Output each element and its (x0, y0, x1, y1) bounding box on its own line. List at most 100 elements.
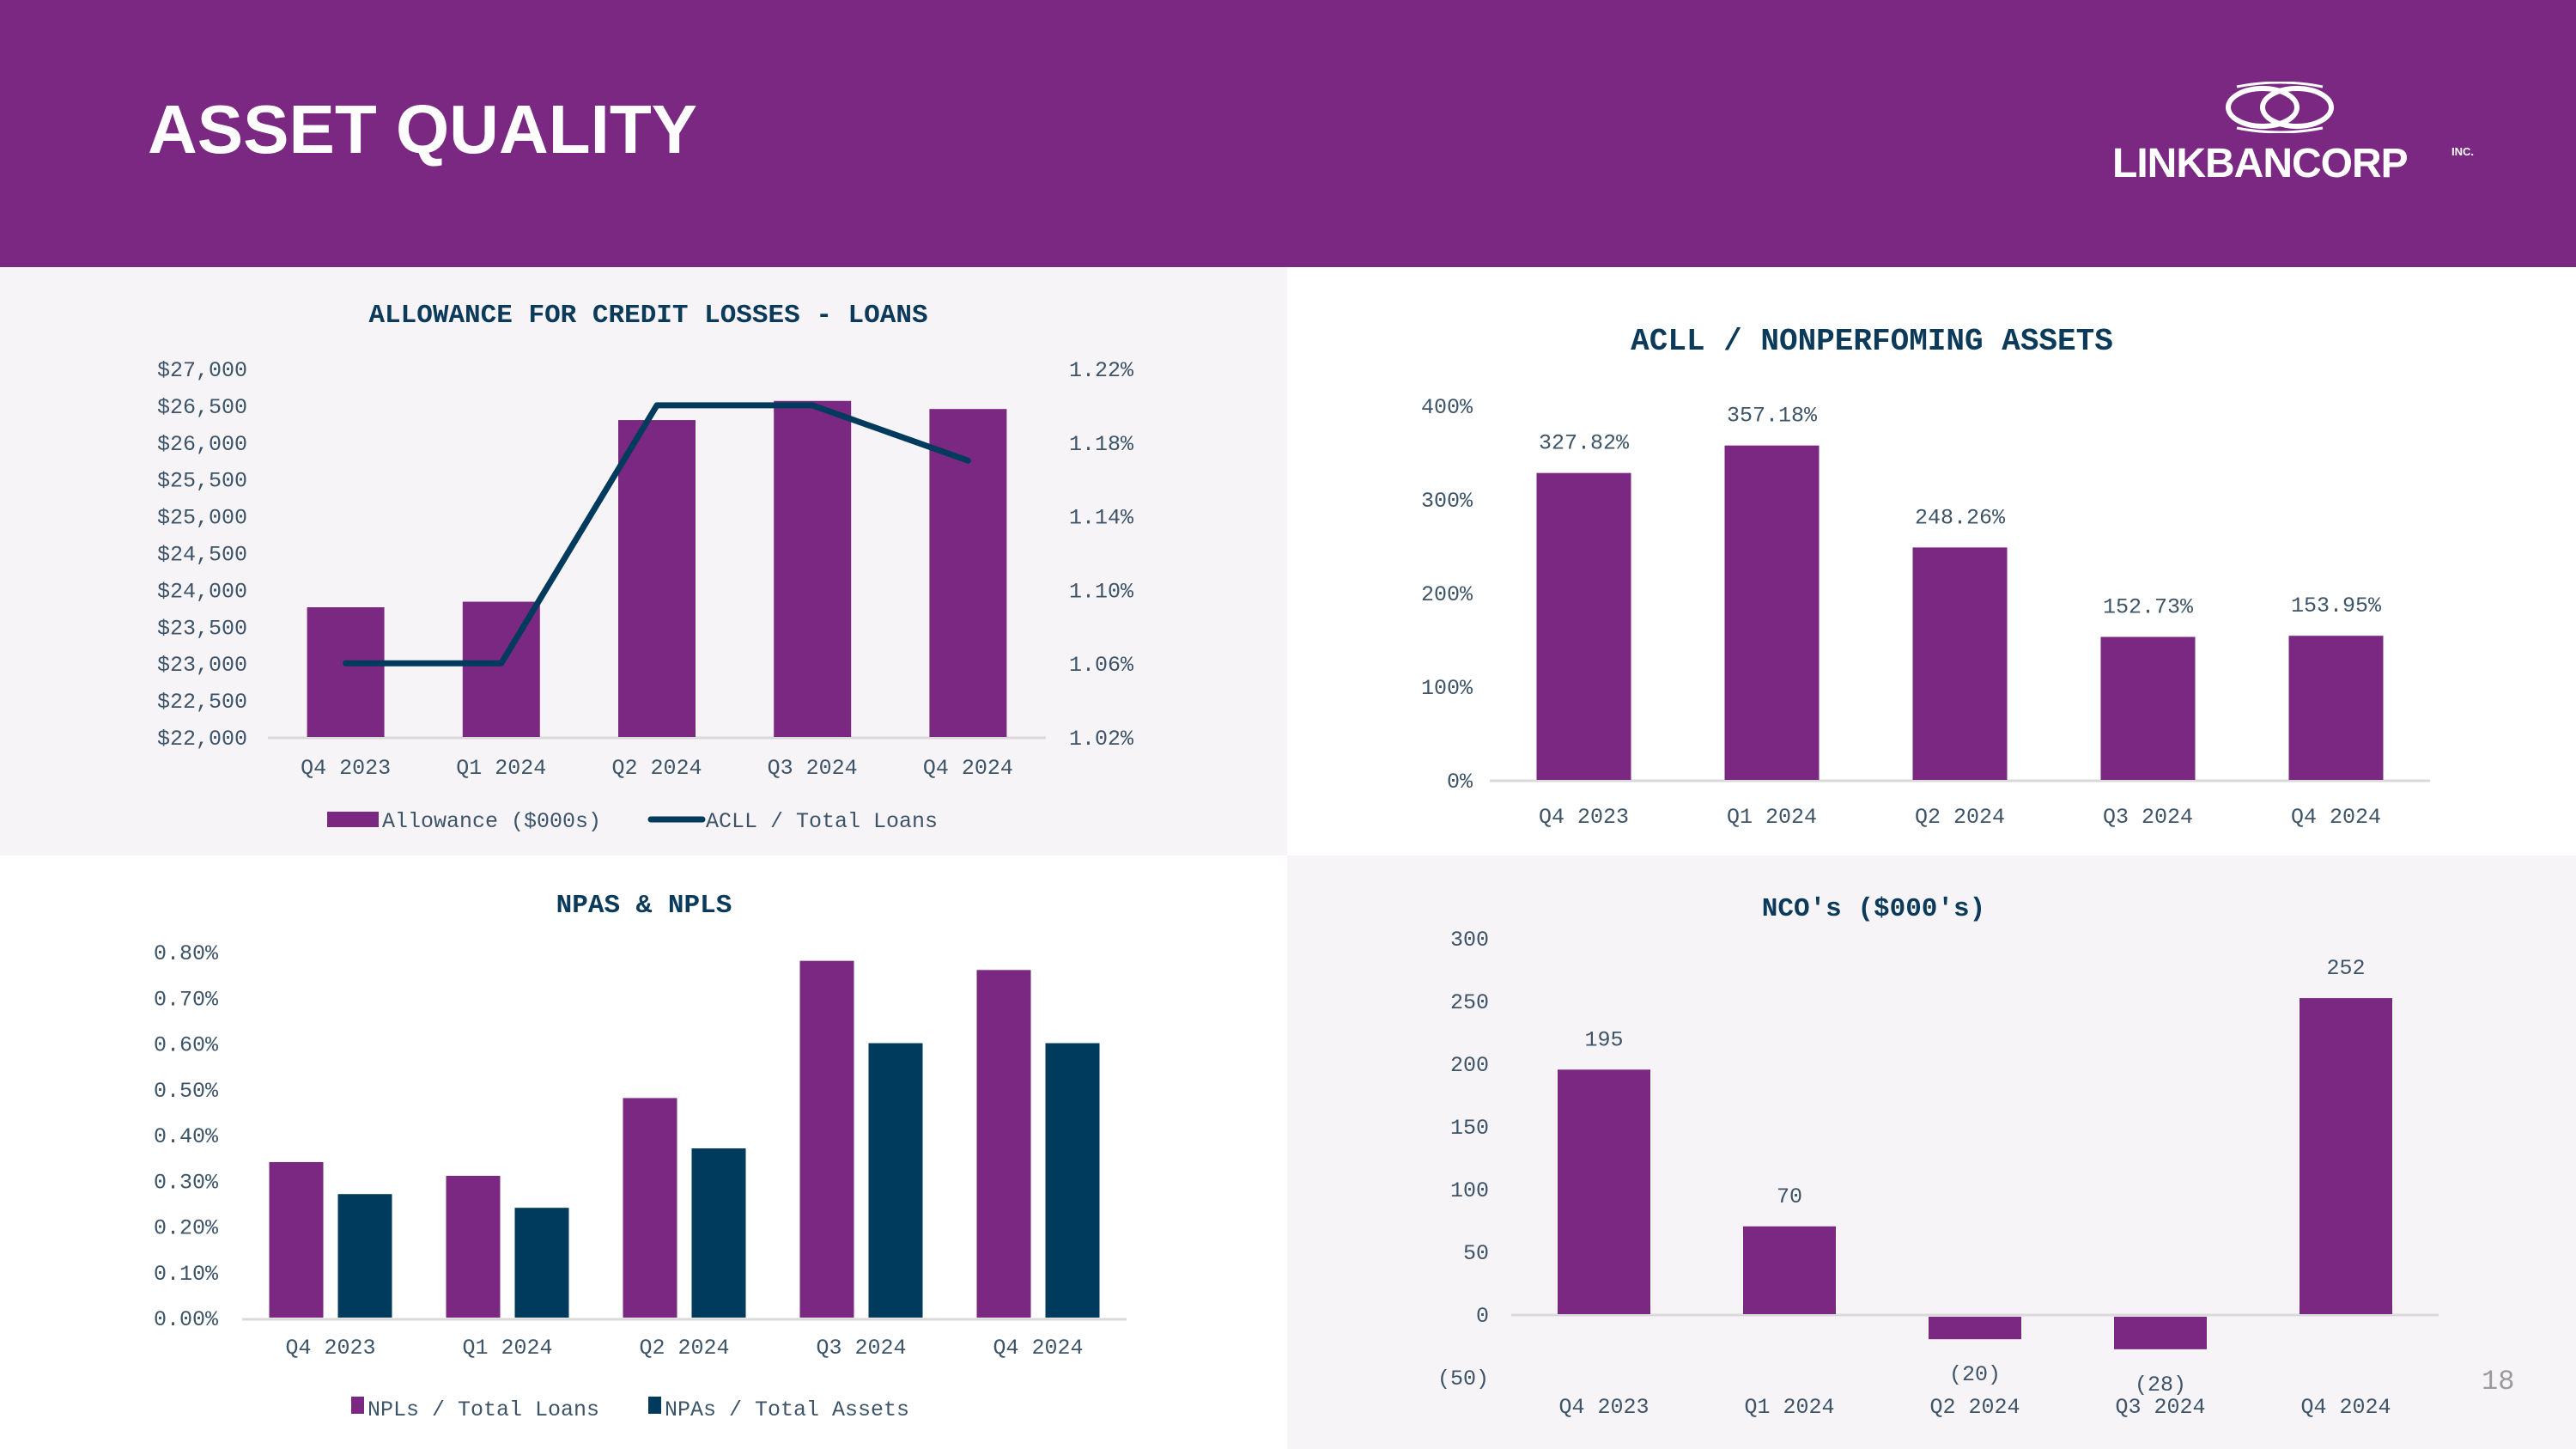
bar-nco (1743, 1226, 1836, 1314)
bar-acll-npa (1912, 547, 2008, 780)
data-label: 252 (2326, 956, 2365, 981)
y-tick-label: 0.00% (154, 1307, 219, 1332)
y-tick-label: 0.40% (154, 1124, 219, 1149)
y-right-tick-label: 1.22% (1069, 358, 1134, 383)
bar-allowance (929, 409, 1007, 737)
x-tick-label: Q3 2024 (768, 756, 858, 781)
interlocking-rings-icon (2226, 82, 2334, 133)
y-tick-label: 200 (1450, 1053, 1489, 1078)
x-tick-label: Q4 2024 (993, 1336, 1083, 1361)
legend-label-allowance: Allowance ($000s) (382, 809, 601, 834)
legend-label-npls: NPLs / Total Loans (368, 1397, 599, 1422)
y-tick-label: 0.60% (154, 1033, 219, 1058)
line-acll-total-loans (343, 402, 971, 667)
bar-npls (799, 960, 854, 1318)
page-title: ASSET QUALITY (148, 91, 698, 167)
legend-swatch-npas (648, 1397, 661, 1414)
company-logo: LINKBANCORP INC. (2112, 82, 2474, 193)
x-tick-label: Q1 2024 (462, 1336, 552, 1361)
chart-title: NCO's ($000's) (1762, 894, 1985, 924)
legend-swatch-npls (351, 1397, 364, 1414)
y-right-tick-label: 1.06% (1069, 653, 1134, 678)
bar-acll-npa (1536, 472, 1631, 780)
y-tick-label: 0% (1447, 770, 1473, 795)
y-tick-label: 200% (1421, 582, 1473, 607)
y-tick-label: 100% (1421, 676, 1473, 701)
y-left-tick-label: $27,000 (157, 358, 247, 383)
allowance-chart: ALLOWANCE FOR CREDIT LOSSES - LOANS $22,0… (157, 301, 1134, 834)
x-tick-label: Q4 2023 (285, 1336, 375, 1361)
chart-title: ACLL / NONPERFOMING ASSETS (1631, 324, 2113, 359)
bar-acll-npa (2288, 636, 2384, 780)
x-tick-label: Q4 2024 (923, 756, 1013, 781)
y-tick-label: 0.80% (154, 941, 219, 966)
y-tick-label: 0.30% (154, 1170, 219, 1195)
x-tick-label: Q2 2024 (611, 756, 702, 781)
acll-npa-chart: ACLL / NONPERFOMING ASSETS 0% 100% 200% 300%… (1421, 324, 2430, 830)
npas-npls-chart: NPAS & NPLS 0.00% 0.10% 0.20% 0.30% 0.40% 0.50… (154, 891, 1127, 1422)
x-tick-label: Q1 2024 (1727, 805, 1817, 830)
y-tick-label: 0.50% (154, 1079, 219, 1104)
y-right-tick-label: 1.10% (1069, 579, 1134, 604)
bar-npas (1045, 1043, 1100, 1318)
y-tick-label: 0.10% (154, 1262, 219, 1287)
data-label: 70 (1777, 1184, 1802, 1209)
bar-nco (2300, 998, 2392, 1314)
y-right-tick-label: 1.14% (1069, 506, 1134, 531)
x-tick-label: Q4 2024 (2291, 805, 2381, 830)
y-tick-label: (50) (1437, 1367, 1489, 1391)
y-tick-label: 150 (1450, 1116, 1489, 1141)
y-left-tick-label: $22,000 (157, 727, 247, 752)
x-tick-label: Q4 2024 (2300, 1395, 2391, 1420)
bar-npas (868, 1043, 923, 1318)
acll-npa-panel: ACLL / NONPERFOMING ASSETS 0% 100% 200% 300%… (1287, 267, 2576, 855)
page-number: 18 (2482, 1366, 2515, 1397)
y-left-tick-label: $26,500 (157, 395, 247, 420)
bar-allowance (774, 400, 852, 737)
y-tick-label: 0.70% (154, 987, 219, 1012)
x-tick-label: Q4 2023 (1558, 1395, 1649, 1420)
y-left-tick-label: $25,500 (157, 469, 247, 494)
nco-chart: NCO's ($000's) (50) 0 50 100 150 200 250 300 195 Q… (1437, 894, 2439, 1420)
bar-acll-npa (2100, 636, 2196, 780)
y-left-tick-label: $23,000 (157, 653, 247, 678)
data-label: (20) (1949, 1362, 2001, 1387)
data-label: 195 (1584, 1027, 1623, 1052)
y-tick-label: 0.20% (154, 1216, 219, 1241)
bar-npas (514, 1208, 569, 1318)
logo-wordmark: LINKBANCORP (2112, 141, 2409, 186)
y-tick-label: 400% (1421, 395, 1473, 420)
y-left-tick-label: $22,500 (157, 690, 247, 715)
bar-allowance (618, 420, 696, 737)
x-tick-label: Q4 2023 (301, 756, 391, 781)
x-tick-label: Q2 2024 (1929, 1395, 2020, 1420)
y-tick-label: 0 (1476, 1304, 1489, 1329)
y-left-tick-label: $25,000 (157, 506, 247, 531)
x-tick-label: Q1 2024 (456, 756, 546, 781)
data-label: 152.73% (2103, 595, 2194, 620)
x-tick-label: Q3 2024 (2103, 805, 2193, 830)
bar-npas (337, 1194, 392, 1318)
y-tick-label: 50 (1463, 1241, 1489, 1266)
y-left-tick-label: $24,000 (157, 579, 247, 604)
header-bar: ASSET QUALITY LINKBANCORP INC. (0, 0, 2576, 267)
legend-label-npas: NPAs / Total Assets (665, 1397, 909, 1422)
chart-title: ALLOWANCE FOR CREDIT LOSSES - LOANS (368, 301, 927, 331)
y-tick-label: 300% (1421, 489, 1473, 514)
x-tick-label: Q2 2024 (1915, 805, 2005, 830)
bar-npls (446, 1175, 501, 1318)
y-left-tick-label: $23,500 (157, 616, 247, 641)
chart-title: NPAS & NPLS (556, 891, 732, 921)
legend-label-acll: ACLL / Total Loans (706, 809, 938, 834)
data-label: 357.18% (1727, 404, 1818, 429)
bar-nco (1929, 1317, 2021, 1340)
y-tick-label: 300 (1450, 928, 1489, 953)
bar-npls (269, 1161, 324, 1318)
x-tick-label: Q3 2024 (2115, 1395, 2205, 1420)
data-label: 153.95% (2291, 594, 2382, 618)
x-tick-label: Q4 2023 (1539, 805, 1629, 830)
logo-suffix: INC. (2451, 145, 2474, 158)
npas-npls-panel: NPAS & NPLS 0.00% 0.10% 0.20% 0.30% 0.40% 0.50… (0, 855, 1287, 1449)
bar-npls (976, 970, 1031, 1318)
bar-npas (691, 1148, 746, 1318)
